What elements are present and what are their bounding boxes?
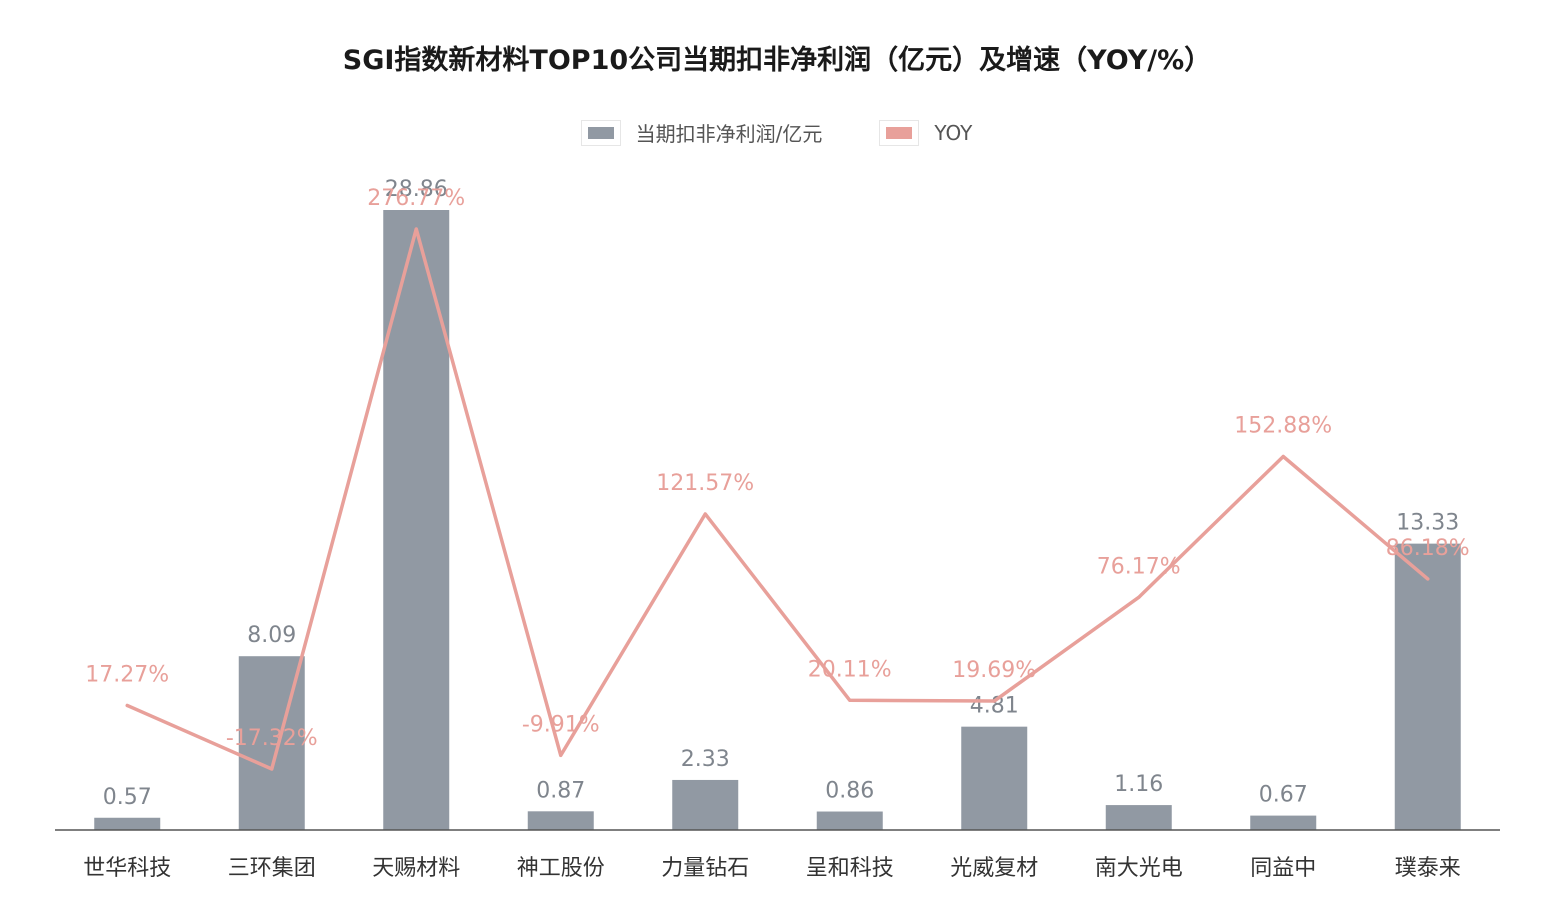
bar-label-2: 28.86 — [385, 177, 448, 202]
x-tick-label-7: 南大光电 — [1095, 856, 1183, 881]
bar-label-1: 8.09 — [247, 623, 296, 648]
x-tick-label-2: 天赐材料 — [372, 856, 460, 881]
yoy-point-1 — [270, 767, 274, 771]
x-tick-label-5: 呈和科技 — [806, 856, 894, 881]
legend-label-profit: 当期扣非净利润/亿元 — [635, 122, 823, 146]
legend-label-yoy: YOY — [934, 120, 973, 145]
yoy-point-0 — [125, 703, 129, 707]
x-tick-label-6: 光威复材 — [950, 856, 1038, 881]
yoy-point-5 — [848, 698, 852, 702]
legend-item-yoy[interactable]: YOY — [879, 119, 973, 146]
bar-2 — [383, 210, 450, 830]
bar-0 — [94, 817, 161, 830]
bar-3 — [527, 811, 594, 830]
bar-8 — [1250, 815, 1317, 830]
bar-label-5: 0.86 — [825, 779, 874, 804]
x-tick-label-3: 神工股份 — [517, 856, 605, 881]
yoy-point-3 — [559, 753, 563, 757]
bar-label-4: 2.33 — [681, 747, 730, 772]
yoy-point-9 — [1426, 577, 1430, 581]
yoy-label-6: 19.69% — [952, 658, 1036, 683]
yoy-label-8: 152.88% — [1234, 413, 1332, 438]
yoy-label-9: 86.18% — [1386, 536, 1470, 561]
yoy-point-2 — [414, 227, 418, 231]
yoy-line — [125, 227, 1430, 771]
bar-5 — [816, 811, 883, 830]
legend-swatch-yoy — [879, 119, 920, 146]
bar-4 — [672, 779, 739, 830]
x-tick-label-4: 力量钻石 — [661, 856, 749, 881]
bar-6 — [961, 726, 1028, 830]
yoy-label-7: 76.17% — [1097, 554, 1181, 579]
bar-9 — [1394, 543, 1461, 830]
bar-label-8: 0.67 — [1259, 783, 1308, 808]
x-tick-label-0: 世华科技 — [83, 856, 171, 881]
bar-label-7: 1.16 — [1114, 772, 1163, 797]
yoy-point-6 — [992, 699, 996, 703]
yoy-label-5: 20.11% — [808, 657, 892, 682]
legend-item-profit[interactable]: 当期扣非净利润/亿元 — [580, 118, 823, 147]
bar-label-9: 13.33 — [1396, 511, 1459, 536]
x-tick-label-9: 璞泰来 — [1395, 856, 1461, 881]
yoy-point-4 — [703, 512, 707, 516]
yoy-point-7 — [1137, 595, 1141, 599]
yoy-label-1: -17.32% — [226, 726, 318, 751]
x-tick-label-1: 三环集团 — [228, 856, 316, 881]
chart-title: SGI指数新材料TOP10公司当期扣非净利润（亿元）及增速（YOY/%） — [342, 45, 1212, 76]
yoy-point-8 — [1281, 454, 1285, 458]
legend: 当期扣非净利润/亿元 YOY — [0, 118, 1554, 147]
bar-label-0: 0.57 — [103, 785, 152, 810]
x-tick-label-8: 同益中 — [1250, 856, 1316, 881]
yoy-label-3: -9.91% — [522, 712, 600, 737]
bar-label-3: 0.87 — [536, 778, 585, 803]
bar-7 — [1105, 805, 1172, 830]
legend-swatch-profit — [580, 119, 621, 146]
bar-label-6: 4.81 — [970, 694, 1019, 719]
yoy-label-2: 276.77% — [367, 186, 465, 211]
yoy-label-0: 17.27% — [85, 662, 169, 687]
yoy-label-4: 121.57% — [656, 471, 754, 496]
